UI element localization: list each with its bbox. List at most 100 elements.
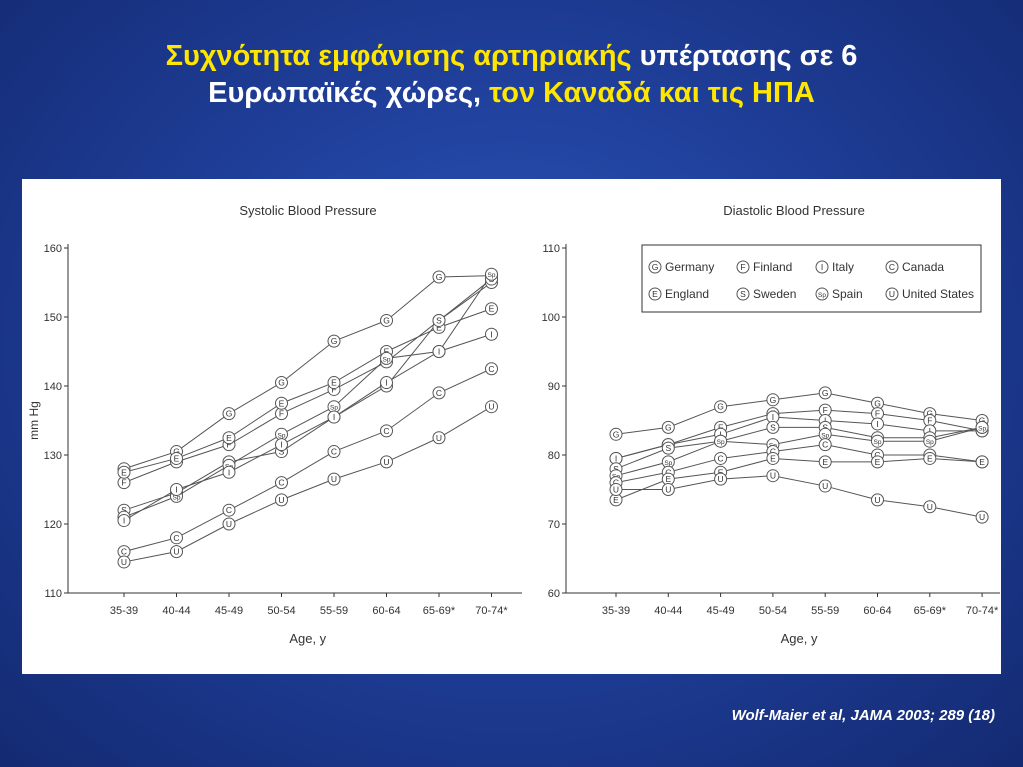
data-point-united-states: U [485,400,498,414]
data-point-united-states: U [222,517,236,531]
marker-circle [275,493,288,507]
legend-marker: G [648,260,662,274]
legend-marker: U [885,287,899,301]
x-tick-label: 55-59 [811,605,839,617]
marker-letter: C [278,478,284,488]
legend-item-germany: G Germany [648,260,714,274]
marker-letter: Sp [717,439,725,446]
series-line-italy [123,333,492,521]
marker-letter: U [121,557,127,567]
marker-circle [380,351,393,365]
marker-letter: U [889,289,895,299]
marker-letter: U [613,485,619,495]
marker-letter: F [226,440,231,450]
marker-letter: Sp [926,439,934,446]
data-point-united-states: U [871,493,884,507]
legend-item-finland: F Finland [736,260,792,274]
x-axis-label: Age, y [781,631,818,646]
legend-box [641,244,982,313]
marker-letter: E [226,433,232,443]
series-line-united-states [616,475,983,518]
data-point-finland: F [275,407,288,421]
marker-letter: U [173,547,179,557]
data-point-england: E [485,302,498,316]
data-point-england: E [275,396,288,410]
y-tick-label: 110 [542,243,560,255]
data-point-united-states: U [275,493,288,507]
marker-circle [327,376,341,390]
marker-letter: S [121,505,127,515]
marker-letter: E [770,453,776,463]
marker-circle [275,438,288,452]
legend-item-italy: I Italy [815,260,854,274]
marker-circle [818,479,832,493]
chart-title: Diastolic Blood Pressure [723,203,865,218]
marker-circle [648,287,662,301]
marker-letter: Sp [664,460,672,467]
marker-letter: C [613,478,619,488]
marker-circle [170,531,183,545]
y-tick-label: 110 [44,588,62,600]
marker-circle [975,420,989,434]
marker-letter: E [613,495,619,505]
data-point-spain: Sp [485,267,498,281]
data-point-england: E [818,455,832,469]
data-point-united-states: U [327,472,341,486]
marker-letter: F [823,405,828,415]
title-line-2-white: Ευρωπαϊκές χώρες, [208,77,482,109]
marker-letter: U [822,481,828,491]
marker-letter: Sp [874,439,882,446]
marker-circle [736,260,750,274]
data-point-finland: F [871,407,884,421]
y-tick-label: 90 [548,381,560,393]
marker-circle [485,267,498,281]
data-point-germany: G [222,407,236,421]
y-tick-label: 120 [44,519,62,531]
charts-svg: Systolic Blood Pressure 110 120 130 140 150 16… [27,203,1000,646]
legend-item-sweden: S Sweden [736,287,796,301]
marker-letter: Sp [978,425,986,432]
marker-circle [327,334,341,348]
title-line-1: Συχνότητα εμφάνισης αρτηριακής υπέρτασης… [0,38,1023,75]
legend-item-canada: C Canada [885,260,944,274]
data-point-canada: C [170,531,183,545]
systolic-chart: Systolic Blood Pressure 110 120 130 140 150 16… [27,203,522,646]
legend-label: United States [902,287,974,301]
marker-letter: Sp [818,292,826,299]
marker-letter: G [278,378,285,388]
series-line-england [615,457,983,501]
data-point-england: E [766,451,780,465]
citation: Wolf-Maier et al, JAMA 2003; 289 (18) [731,707,995,724]
marker-letter: C [889,262,895,272]
data-point-germany: G [661,420,675,434]
marker-circle [275,376,288,390]
marker-letter: G [331,336,338,346]
marker-letter: G [173,447,180,457]
marker-circle [871,434,884,448]
marker-circle [975,455,989,469]
y-tick-label: 70 [548,519,560,531]
legend-marker: C [885,260,899,274]
marker-letter: F [740,262,745,272]
marker-circle [661,420,675,434]
marker-letter: U [226,519,232,529]
data-point-canada: C [327,445,341,459]
marker-letter: G [717,402,724,412]
data-point-italy: I [275,438,288,452]
marker-letter: F [331,384,336,394]
data-point-italy: I [117,514,131,528]
y-tick-label: 130 [44,450,62,462]
marker-letter: U [770,471,776,481]
marker-circle [736,287,750,301]
data-point-united-states: U [432,431,446,445]
marker-letter: G [665,422,672,432]
marker-circle [609,483,623,496]
x-tick-label: 65-69* [423,605,456,617]
marker-circle [885,260,899,274]
marker-letter: U [436,433,442,443]
marker-circle [815,287,829,301]
marker-letter: F [927,416,932,426]
marker-circle [661,441,675,455]
marker-circle [766,393,780,407]
marker-letter: I [929,426,931,436]
